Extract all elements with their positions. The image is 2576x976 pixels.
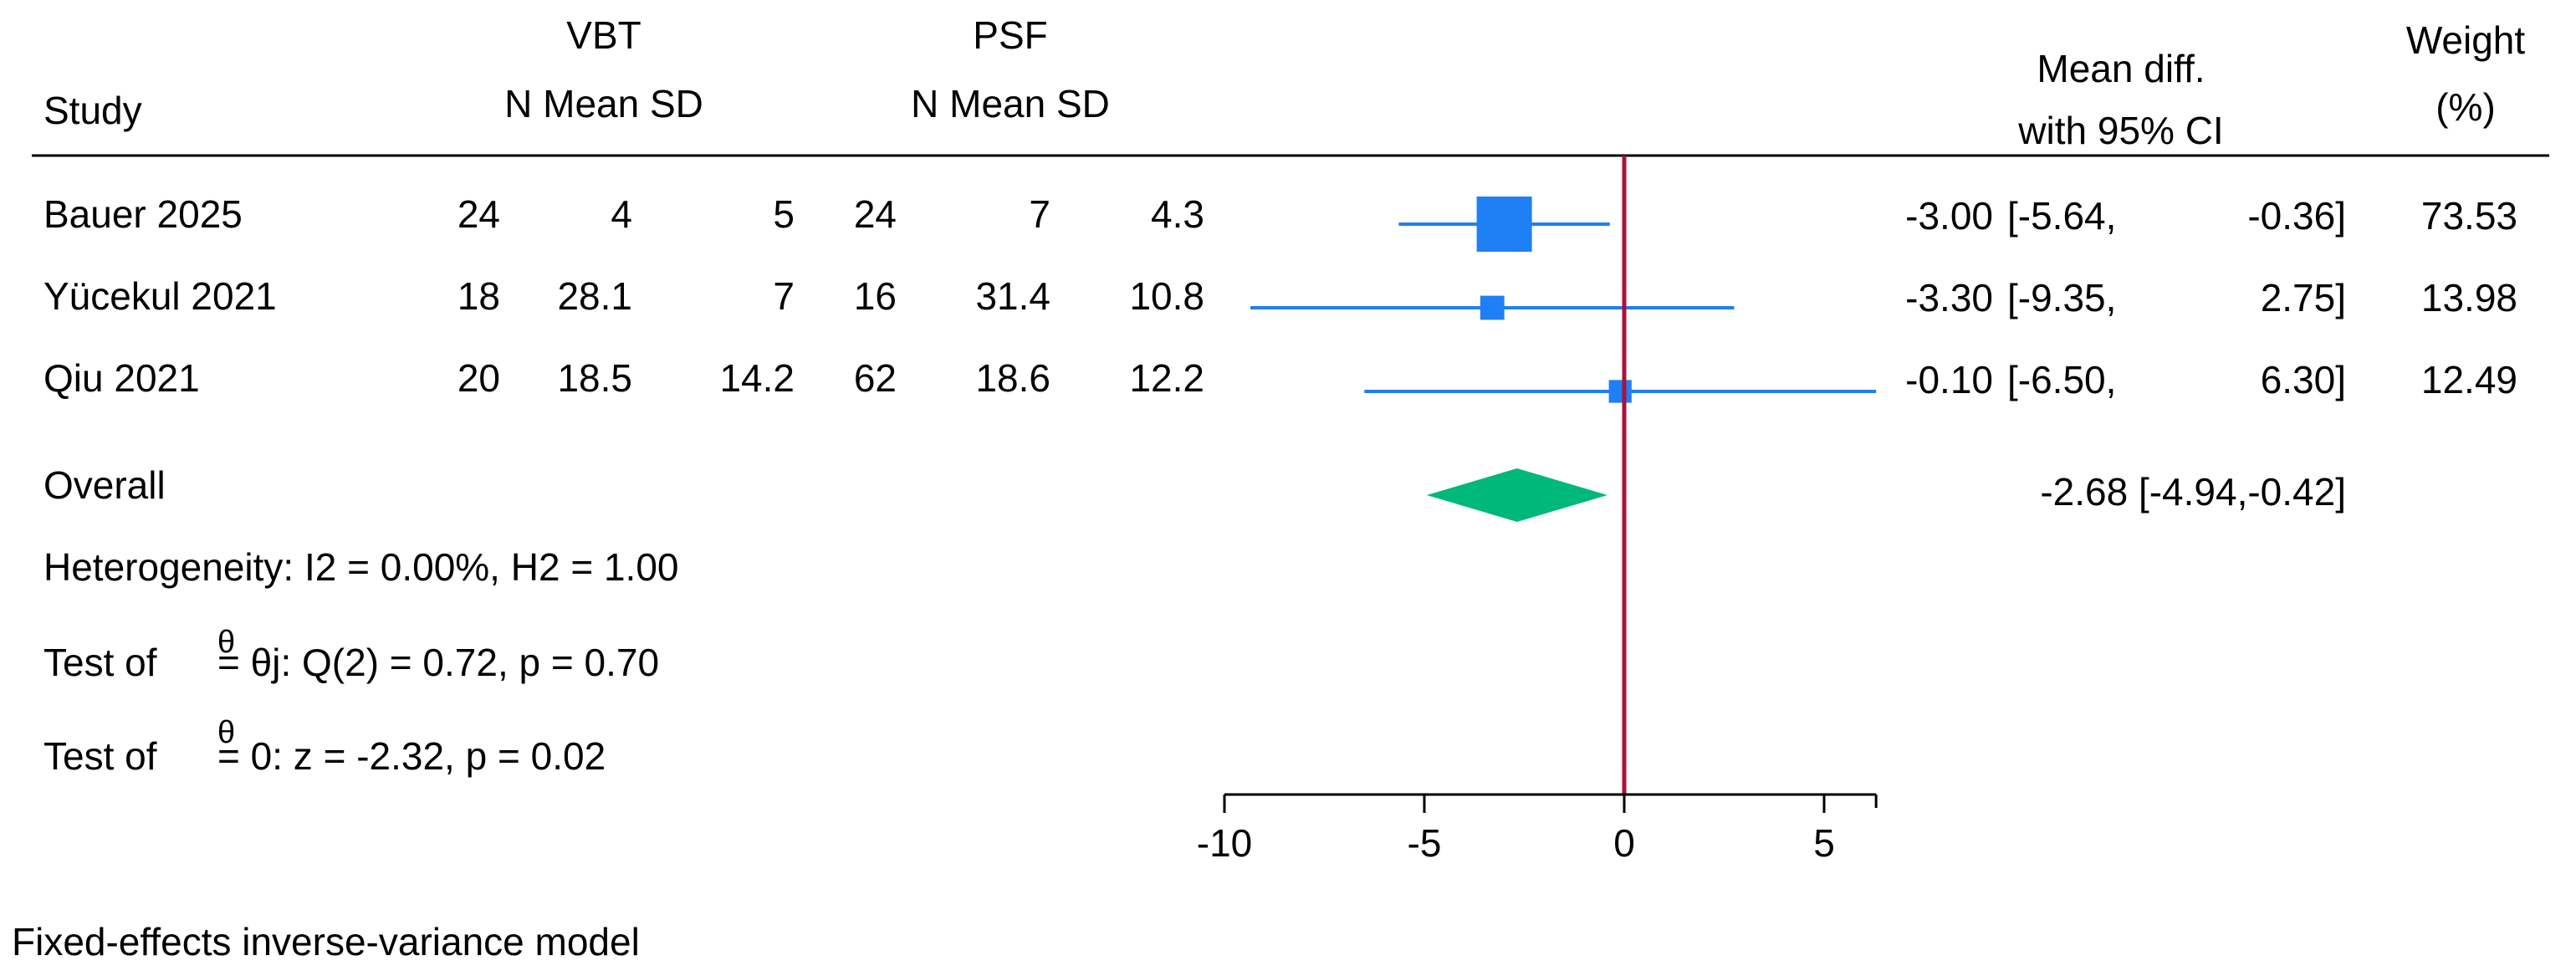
x-tick-label: 0 [1613,821,1635,865]
plot-area: -10 -5 0 5 [1197,156,1878,865]
cell-mean2: 7 [1029,192,1050,236]
ci-lower-text: [-6.50, [2007,358,2116,401]
study-marker [1476,197,1532,252]
effect-estimate: -3.30 [1905,276,1993,319]
cell-sd1: 7 [773,274,795,318]
test-homogeneity-theta: θ [217,625,235,660]
test-homogeneity-prefix: Test of [43,641,157,684]
heterogeneity-text: Heterogeneity: I2 = 0.00%, H2 = 1.00 [43,545,679,589]
effect-estimate: -0.10 [1905,358,1993,401]
cell-n2: 24 [854,192,897,236]
header-effect-line1: Mean diff. [2037,47,2205,90]
cell-sd2: 12.2 [1129,356,1204,400]
study-rows: Bauer 2025 24 4 5 24 7 4.3 -3.00 [-5.64, -0.36] 73… [43,192,2517,401]
cell-mean1: 4 [611,192,632,236]
cell-mean1: 28.1 [557,274,632,318]
cell-mean2: 31.4 [975,274,1050,318]
ci-lower-text: [-5.64, [2007,194,2116,238]
cell-n1: 24 [457,192,500,236]
ci-lower-text: [-9.35, [2007,276,2116,319]
header-group2-cols: N Mean SD [911,82,1110,125]
header-weight-line1: Weight [2406,18,2526,62]
cell-mean1: 18.5 [557,356,632,400]
test-zero-rest: = 0: z = -2.32, p = 0.02 [217,734,606,778]
weight-value: 12.49 [2421,358,2517,401]
header-effect-line2: with 95% CI [2017,109,2223,152]
header-group1-cols: N Mean SD [504,82,703,125]
test-homogeneity-rest: = θj: Q(2) = 0.72, p = 0.70 [217,641,659,684]
cell-sd1: 14.2 [719,356,795,400]
study-label: Bauer 2025 [43,192,243,236]
weight-value: 13.98 [2421,276,2517,319]
overall-ci-text: -2.68 [-4.94,-0.42] [2040,470,2346,514]
overall-diamond [1426,468,1607,522]
test-zero-theta: θ [217,715,235,750]
study-label: Yücekul 2021 [43,274,277,318]
study-marker [1480,295,1505,320]
header-group2: PSF [973,13,1047,57]
cell-sd2: 10.8 [1129,274,1204,318]
model-note: Fixed-effects inverse-variance model [12,920,640,963]
cell-n1: 18 [457,274,500,318]
header-weight-line2: (%) [2435,85,2496,129]
weight-value: 73.53 [2421,194,2517,238]
cell-n2: 62 [854,356,897,400]
x-tick-label: -5 [1408,821,1442,865]
study-marker [1608,380,1632,403]
overall-label: Overall [43,463,166,507]
effect-estimate: -3.00 [1905,194,1993,238]
cell-mean2: 18.6 [975,356,1050,400]
ci-upper-text: 6.30] [2261,358,2346,401]
x-tick-label: -10 [1197,821,1252,865]
cell-n1: 20 [457,356,500,400]
ci-upper-text: -0.36] [2247,194,2346,238]
x-tick-label: 5 [1813,821,1835,865]
cell-sd2: 4.3 [1151,192,1204,236]
header-group1: VBT [566,13,641,57]
cell-n2: 16 [854,274,897,318]
ci-upper-text: 2.75] [2261,276,2346,319]
cell-sd1: 5 [773,192,795,236]
test-zero-prefix: Test of [43,734,157,778]
study-label: Qiu 2021 [43,356,200,400]
header-study: Study [43,89,142,132]
